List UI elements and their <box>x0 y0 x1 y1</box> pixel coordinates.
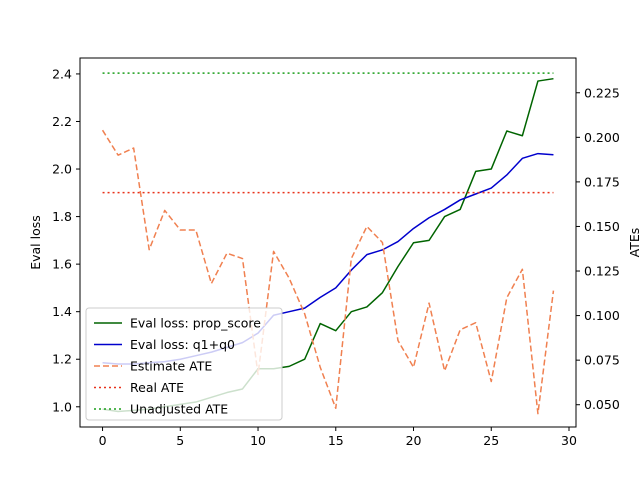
x-tick-label: 0 <box>99 433 107 448</box>
legend-label: Unadjusted ATE <box>130 402 228 417</box>
series-line-3 <box>101 129 555 415</box>
x-tick-label: 15 <box>328 433 344 448</box>
y-right-tick-label: 0.200 <box>584 130 620 145</box>
y-right-tick-label: 0.050 <box>584 397 620 412</box>
y-right-tick-label: 0.150 <box>584 219 620 234</box>
y-left-tick-label: 2.2 <box>52 114 72 129</box>
y-left-tick-label: 1.0 <box>52 399 72 414</box>
plot-frame <box>79 57 577 428</box>
y-left-tick-label: 1.2 <box>52 352 72 367</box>
y-left-tick-label: 2.4 <box>52 66 72 81</box>
x-tick-label: 25 <box>483 433 499 448</box>
y-right-tick-label: 0.175 <box>584 174 620 189</box>
legend-label: Estimate ATE <box>130 359 212 374</box>
legend-label: Real ATE <box>130 380 184 395</box>
x-tick-label: 10 <box>250 433 266 448</box>
y-right-tick-label: 0.100 <box>584 308 620 323</box>
legend-box <box>85 307 283 421</box>
x-tick-label: 30 <box>561 433 577 448</box>
y-left-tick-label: 1.8 <box>52 209 72 224</box>
y-left-tick-label: 2.0 <box>52 162 72 177</box>
y-right-tick-label: 0.075 <box>584 353 620 368</box>
y-right-axis-label: ATEs <box>627 228 640 258</box>
x-tick-label: 5 <box>176 433 184 448</box>
y-right-tick-label: 0.125 <box>584 264 620 279</box>
y-left-tick-label: 1.6 <box>52 257 72 272</box>
y-right-tick-label: 0.225 <box>584 85 620 100</box>
y-left-axis-label: Eval loss <box>28 215 43 270</box>
x-tick-label: 20 <box>406 433 422 448</box>
legend-label: Eval loss: prop_score <box>130 316 261 331</box>
legend: Eval loss: prop_score Eval loss: q1+q0 Est… <box>85 307 283 421</box>
axis-layer: 0 5 10 15 20 25 30 1.0 1.2 1.4 1.6 1.8 2.0 2.2 2.4 0.05… <box>28 66 640 448</box>
y-left-tick-label: 1.4 <box>52 304 72 319</box>
legend-label: Eval loss: q1+q0 <box>130 337 235 352</box>
